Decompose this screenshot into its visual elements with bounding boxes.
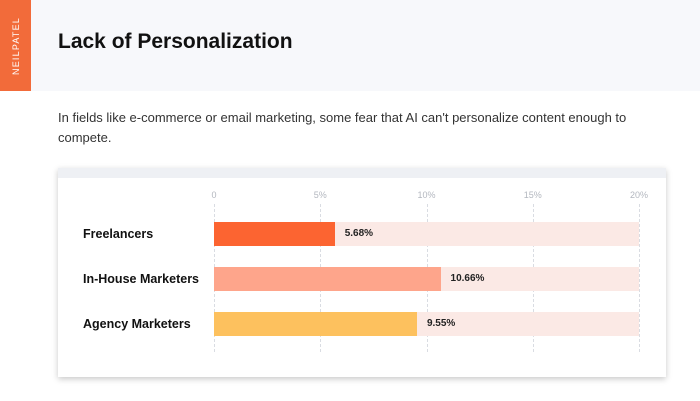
data-label: 5.68% xyxy=(344,228,374,239)
data-label: 10.66% xyxy=(450,273,485,284)
brand-logo-text: NEILPATEL xyxy=(10,16,21,75)
category-label: Agency Marketers xyxy=(83,317,191,331)
x-tick-label: 15% xyxy=(523,190,542,200)
bar xyxy=(214,222,335,246)
x-tick-label: 20% xyxy=(629,190,649,200)
chart-card: 0 5% 10% 15% 20% Freelancers 5.68% In-House Mar… xyxy=(58,168,666,377)
gridline xyxy=(639,204,640,352)
data-label: 9.55% xyxy=(426,318,456,329)
chart-card-top-strip xyxy=(58,168,666,178)
category-label: Freelancers xyxy=(83,227,154,241)
header: NEILPATEL Lack of Personalization xyxy=(0,0,700,91)
brand-tab: NEILPATEL xyxy=(0,0,31,91)
bar xyxy=(214,312,417,336)
page-title: Lack of Personalization xyxy=(58,30,293,53)
description-text: In fields like e-commerce or email marke… xyxy=(58,110,627,145)
x-tick-label: 5% xyxy=(313,190,327,200)
x-tick-label: 10% xyxy=(417,190,436,200)
bar xyxy=(214,267,441,291)
category-label: In-House Marketers xyxy=(83,272,200,286)
x-tick-label: 0 xyxy=(211,190,217,200)
